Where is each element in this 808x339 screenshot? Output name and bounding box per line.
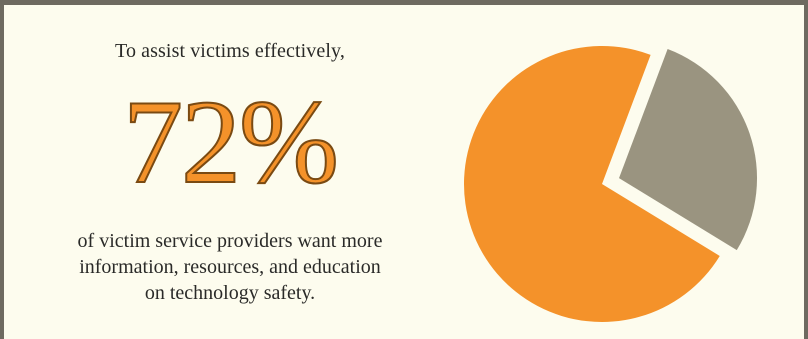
pie-slice-minor	[619, 48, 758, 251]
description-line-1: of victim service providers want more	[77, 230, 383, 252]
intro-text: To assist victims effectively,	[115, 40, 345, 62]
description-line-3: on technology safety.	[144, 282, 316, 304]
description-line-2: information, resources, and education	[79, 256, 381, 278]
pie-chart-container	[452, 0, 808, 339]
text-column: To assist victims effectively, 72% of vi…	[10, 0, 450, 339]
headline-percent: 72%	[122, 75, 340, 208]
pie-chart	[464, 45, 758, 323]
description: of victim service providers want more in…	[10, 228, 450, 306]
pie-slice-major	[464, 45, 720, 323]
